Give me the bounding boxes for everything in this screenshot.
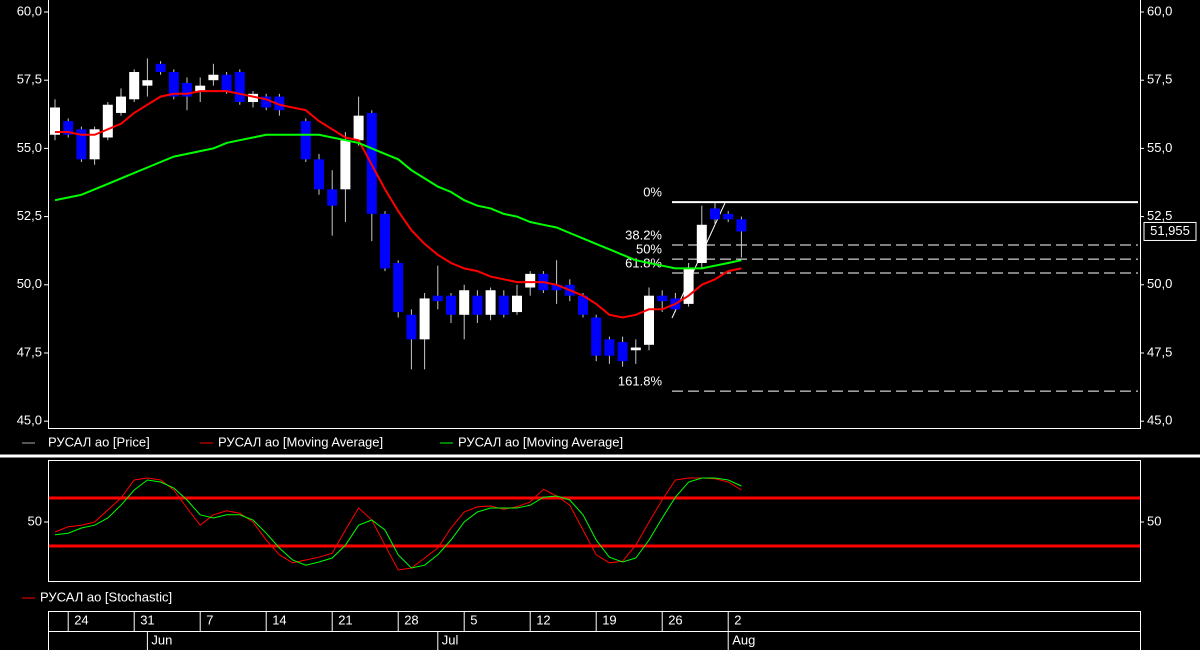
candle-body xyxy=(498,295,509,315)
candle-body xyxy=(274,96,285,111)
last-price-label: 51,955 xyxy=(1150,223,1190,238)
y-tick-label: 55,0 xyxy=(1147,140,1172,155)
candle-body xyxy=(168,72,179,97)
candle-body xyxy=(380,213,390,269)
x-tick-label: 2 xyxy=(734,612,741,627)
candle-body xyxy=(353,115,364,141)
x-tick-label: 28 xyxy=(404,612,418,627)
indicator-line xyxy=(54,133,742,270)
stochastic-frame xyxy=(48,460,1141,582)
candle-body xyxy=(116,96,126,113)
month-label: Jun xyxy=(151,632,172,647)
candle-body xyxy=(512,295,522,313)
candle-body xyxy=(419,298,430,340)
y-tick-label: 50,0 xyxy=(1147,276,1172,291)
y-tick-label: 45,0 xyxy=(1147,413,1172,428)
candle-body xyxy=(591,317,602,356)
fibonacci-label: 161.8% xyxy=(618,374,663,389)
chart-layer: 45,0 45,0 47,5 47,5 50,0 50,0 52,5 52,5 55,0 55,0… xyxy=(17,3,1197,650)
candle-body xyxy=(142,80,153,86)
x-tick-label: 24 xyxy=(74,612,88,627)
candle-body xyxy=(314,159,324,190)
indicator-line xyxy=(55,90,742,319)
y-tick-label: 52,5 xyxy=(1147,208,1172,223)
candle-body xyxy=(551,284,562,291)
candle-body xyxy=(644,295,654,345)
candle-body xyxy=(696,224,707,263)
x-tick-label: 12 xyxy=(536,612,550,627)
legend-label: РУСАЛ ао [Price] xyxy=(48,434,150,449)
candle-body xyxy=(736,219,747,232)
candle-body xyxy=(617,342,628,362)
candle-body xyxy=(472,295,483,315)
indicator-line xyxy=(54,477,742,571)
fibonacci-label: 38.2% xyxy=(625,227,662,242)
candle-body xyxy=(327,189,338,206)
candle-body xyxy=(432,295,443,302)
candle-body xyxy=(89,129,100,160)
y-tick-label: 50 xyxy=(1147,513,1161,528)
candle-body xyxy=(248,93,258,103)
candle-body xyxy=(657,295,668,302)
last-price-box xyxy=(1143,221,1197,241)
candle-body xyxy=(340,140,351,190)
y-tick-label: 50 xyxy=(28,513,42,528)
fibonacci-label: 0% xyxy=(643,185,662,200)
candle-body xyxy=(63,121,74,135)
indicator-line xyxy=(54,477,742,569)
legend-label: РУСАЛ ао [Moving Average] xyxy=(458,434,623,449)
candle-body xyxy=(261,96,272,108)
candle-body xyxy=(723,213,734,220)
candle-body xyxy=(630,347,641,351)
candle-body xyxy=(446,295,456,315)
x-tick-label: 21 xyxy=(338,612,352,627)
candle-body xyxy=(683,268,694,304)
candle-body xyxy=(300,121,311,160)
candle-body xyxy=(102,104,113,138)
candle-body xyxy=(208,74,219,81)
y-tick-label: 57,5 xyxy=(17,72,42,87)
y-tick-label: 50,0 xyxy=(17,276,42,291)
x-tick-label: 26 xyxy=(668,612,682,627)
candle-body xyxy=(195,85,206,92)
month-label: Aug xyxy=(732,632,755,647)
candle-body xyxy=(221,74,232,92)
candle-body xyxy=(393,262,404,313)
y-tick-label: 47,5 xyxy=(17,344,42,359)
candle-body xyxy=(710,208,720,220)
y-tick-label: 57,5 xyxy=(1147,72,1172,87)
x-tick-label: 7 xyxy=(206,612,213,627)
candle-body xyxy=(459,290,470,315)
candle-body xyxy=(578,295,588,315)
x-tick-label: 31 xyxy=(140,612,154,627)
candle-body xyxy=(182,82,192,97)
candle-body xyxy=(234,72,245,103)
x-tick-label: 19 xyxy=(602,612,616,627)
y-tick-label: 52,5 xyxy=(17,208,42,223)
legend-label: РУСАЛ ао [Moving Average] xyxy=(218,434,383,449)
candle-body xyxy=(485,290,496,315)
y-tick-label: 60,0 xyxy=(1147,3,1172,18)
x-tick-label: 14 xyxy=(272,612,286,627)
y-tick-label: 60,0 xyxy=(17,3,42,18)
fibonacci-label: 50% xyxy=(636,242,662,257)
candle-body xyxy=(76,129,87,160)
candle-body xyxy=(525,273,536,288)
candle-body xyxy=(604,339,615,356)
y-tick-label: 55,0 xyxy=(17,140,42,155)
candle-body xyxy=(50,107,60,135)
y-tick-label: 45,0 xyxy=(17,413,42,428)
x-tick-label: 5 xyxy=(470,612,477,627)
legend-label: РУСАЛ ао [Stochastic] xyxy=(40,589,172,604)
y-tick-label: 47,5 xyxy=(1147,344,1172,359)
candle-body xyxy=(155,63,166,73)
candle-body xyxy=(129,72,140,100)
candle-body xyxy=(406,314,417,340)
month-label: Jul xyxy=(442,632,459,647)
